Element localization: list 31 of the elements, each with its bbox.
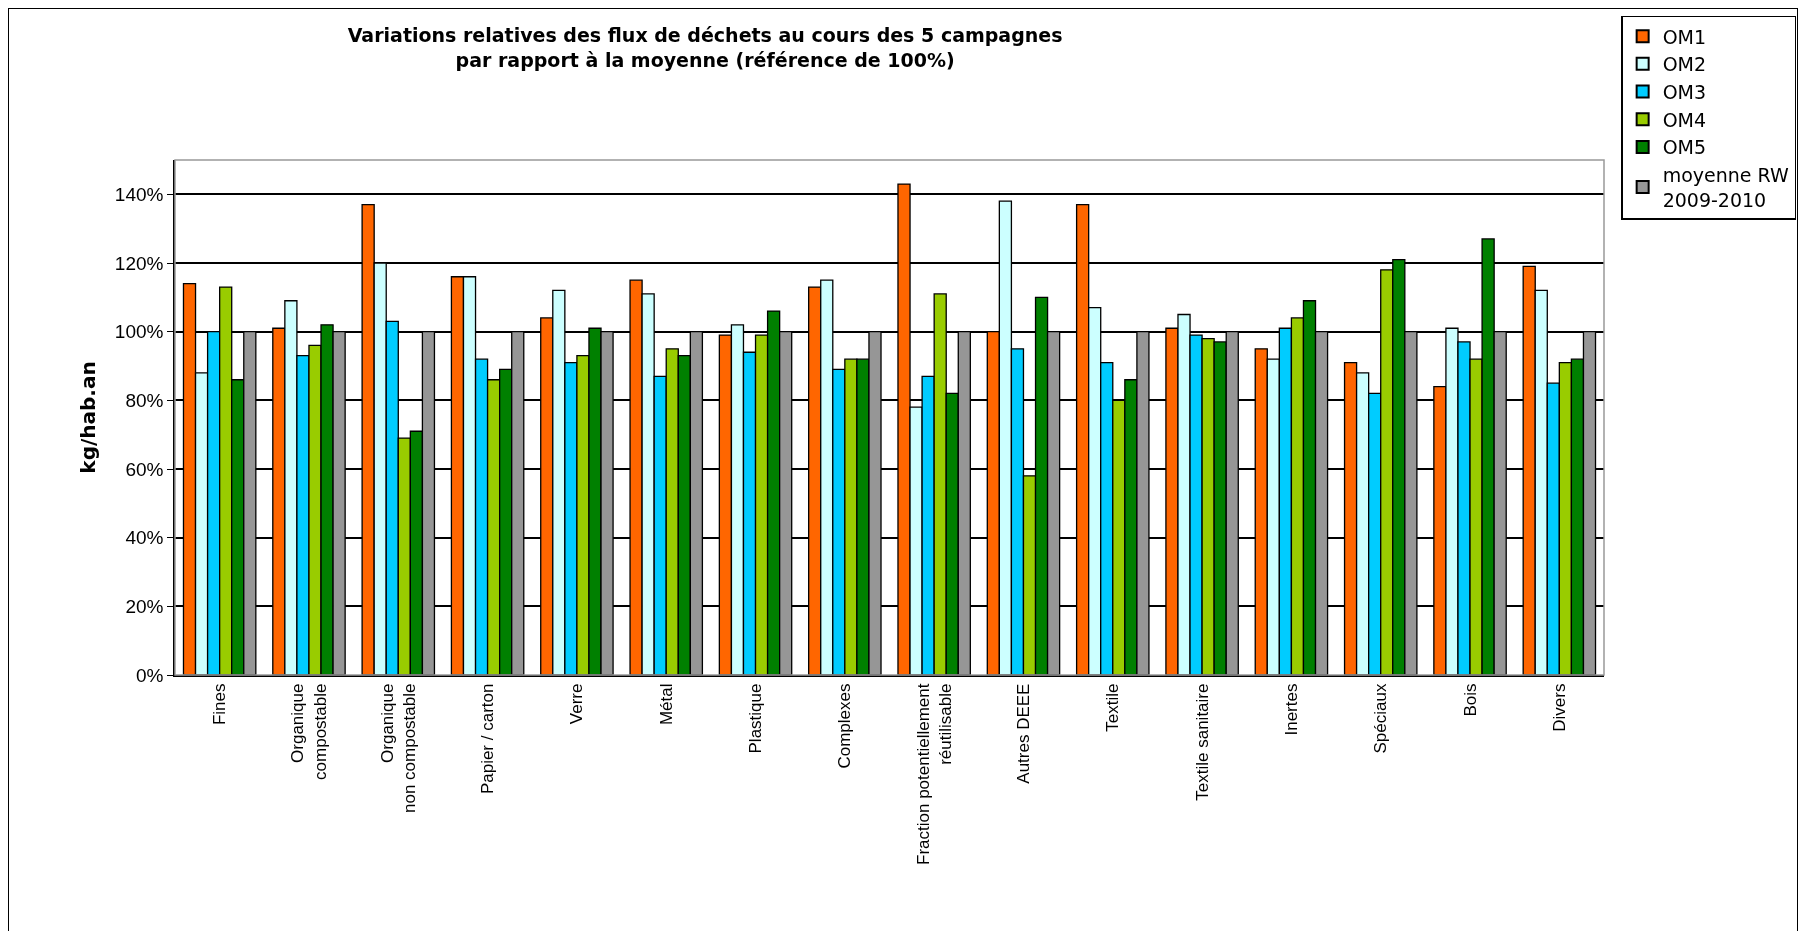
x-tick-label: Spéciaux [1371,683,1391,754]
x-tick-label: Métal [656,683,676,726]
y-tick-label: 60% [125,458,164,480]
y-axis-title: kg/hab.an [75,361,100,474]
chart-title: Variations relatives des flux de déchets au cours des 5 campagnes par rapport à la moyenne (référence de 100%) [347,23,1063,71]
y-tick-label: 80% [125,389,164,411]
x-tick-label: Bois [1460,683,1480,717]
legend-label: OM5 [1662,136,1707,159]
x-tick-label: Inertes [1281,683,1301,736]
legend-label: moyenne RW 2009-2010 [1662,164,1789,211]
legend-label: OM1 [1662,25,1707,48]
x-tick-label: Textile sanitaire [1192,683,1212,801]
legend-label: OM2 [1662,53,1707,76]
y-tick-label: 140% [114,183,164,205]
x-tick-label: Papier / carton [478,683,498,795]
x-tick-label: Fines [210,683,230,726]
x-tick-label: Complexes [835,683,855,769]
y-tick-label: 100% [114,321,164,343]
legend-label: OM4 [1662,108,1707,131]
y-tick-label: 40% [125,527,164,549]
x-tick-label: Organique compostable [288,683,330,780]
x-tick-label: Plastique [746,683,766,754]
x-tick-label: Divers [1549,683,1569,732]
y-tick-label: 20% [125,595,164,617]
x-tick-label: Fraction potentiellement réutilisable [913,683,955,865]
y-tick-label: 0% [135,664,164,686]
x-tick-label: Textile [1103,683,1123,732]
x-tick-label: Verre [567,683,587,725]
y-tick-label: 120% [114,252,164,274]
legend-label: OM3 [1662,80,1707,103]
x-tick-label: Autres DEEE [1013,683,1033,784]
